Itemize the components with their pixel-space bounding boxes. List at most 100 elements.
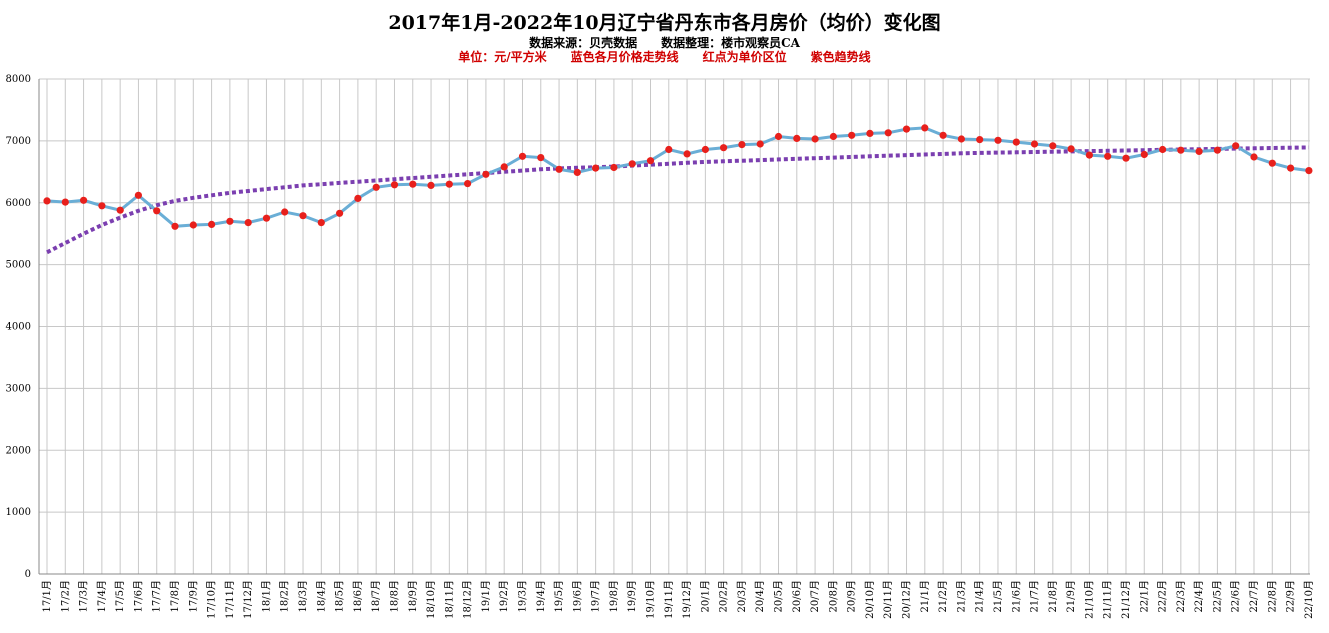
chart-note: 单位：元/平方米 蓝色各月价格走势线 红点为单价区位 紫色趋势线 <box>458 50 871 64</box>
price-point <box>610 163 618 172</box>
x-tick-label: 18/11月 <box>443 580 455 619</box>
chart-subtitle: 数据来源：贝壳数据 数据整理：楼市观察员CA <box>529 36 800 50</box>
price-point <box>262 214 271 222</box>
price-point <box>756 140 764 148</box>
price-point <box>61 198 69 206</box>
price-point <box>829 132 838 141</box>
price-point <box>555 165 563 173</box>
price-point <box>500 163 508 171</box>
x-tick-label: 21/7月 <box>1029 580 1041 612</box>
price-point <box>1268 159 1276 167</box>
price-point <box>354 194 362 202</box>
x-tick-label: 21/1月 <box>919 580 931 612</box>
chart-title: 2017年1月-2022年10月辽宁省丹东市各月房价（均价）变化图 <box>388 12 941 34</box>
x-tick-label: 18/3月 <box>297 580 309 612</box>
x-tick-label: 21/12月 <box>1120 580 1132 619</box>
price-point <box>1287 164 1295 172</box>
price-point <box>1195 147 1203 155</box>
x-tick-label: 20/1月 <box>699 580 711 612</box>
x-tick-label: 18/12月 <box>462 580 474 619</box>
price-point <box>1159 145 1167 154</box>
price-point <box>43 197 51 205</box>
price-point <box>1049 142 1057 150</box>
x-tick-label: 18/2月 <box>279 580 291 612</box>
price-point <box>372 183 380 191</box>
x-tick-label: 17/4月 <box>96 580 108 612</box>
price-point <box>116 206 124 214</box>
x-tick-label: 20/8月 <box>827 580 839 612</box>
price-point <box>336 209 344 217</box>
x-tick-label: 21/6月 <box>1010 580 1022 612</box>
price-point <box>1012 138 1020 146</box>
price-point <box>482 170 490 178</box>
price-point <box>720 144 728 152</box>
x-tick-label: 21/10月 <box>1083 580 1095 619</box>
price-point <box>976 136 984 144</box>
x-tick-label: 19/9月 <box>626 580 638 612</box>
price-point <box>208 220 216 228</box>
x-tick-label: 18/8月 <box>388 580 400 612</box>
x-tick-label: 17/1月 <box>41 580 53 612</box>
price-point <box>592 164 600 172</box>
x-tick-label: 20/9月 <box>846 580 858 612</box>
x-tick-label: 20/4月 <box>754 580 766 612</box>
x-tick-label: 21/3月 <box>955 580 967 612</box>
price-point <box>80 196 88 204</box>
price-point <box>1104 152 1112 160</box>
price-point <box>317 219 325 227</box>
x-tick-label: 18/10月 <box>425 580 437 619</box>
y-tick-label: 8000 <box>6 74 31 85</box>
x-tick-label: 20/7月 <box>809 580 821 612</box>
y-tick-label: 0 <box>25 569 31 580</box>
x-tick-label: 21/5月 <box>992 580 1004 612</box>
y-tick-label: 2000 <box>6 445 31 456</box>
price-point <box>299 212 307 220</box>
price-point <box>1140 150 1148 159</box>
x-tick-label: 17/12月 <box>242 580 254 619</box>
x-tick-label: 22/7月 <box>1248 580 1260 612</box>
price-point <box>189 221 197 229</box>
x-tick-label: 17/10月 <box>206 580 218 619</box>
x-tick-label: 19/6月 <box>571 580 583 612</box>
x-tick-label: 20/12月 <box>901 580 913 619</box>
x-tick-label: 18/1月 <box>260 580 272 612</box>
y-tick-label: 1000 <box>6 507 31 518</box>
price-point <box>409 180 417 188</box>
price-point <box>793 134 801 142</box>
x-tick-label: 22/1月 <box>1138 580 1150 612</box>
x-tick-label: 21/9月 <box>1065 580 1077 612</box>
price-point <box>1067 145 1075 153</box>
y-tick-label: 5000 <box>6 260 31 271</box>
price-point <box>153 207 161 215</box>
price-point <box>902 125 911 133</box>
x-tick-label: 19/2月 <box>498 580 510 612</box>
x-tick-label: 18/4月 <box>315 580 327 612</box>
x-tick-label: 19/11月 <box>663 580 675 619</box>
price-point <box>774 132 783 141</box>
y-tick-label: 3000 <box>6 383 31 394</box>
price-point <box>445 180 453 188</box>
price-point <box>537 154 545 162</box>
x-tick-label: 22/3月 <box>1175 580 1187 612</box>
x-tick-label: 22/5月 <box>1211 580 1223 612</box>
x-tick-label: 19/12月 <box>681 580 693 619</box>
price-point <box>1305 167 1313 175</box>
price-point <box>1177 146 1185 154</box>
price-point <box>1213 146 1221 154</box>
x-tick-label: 18/9月 <box>407 580 419 612</box>
x-tick-label: 22/6月 <box>1230 580 1242 612</box>
price-point <box>939 131 947 139</box>
x-tick-label: 20/11月 <box>882 580 894 619</box>
x-tick-label: 17/2月 <box>59 580 71 612</box>
price-point <box>518 152 527 160</box>
price-point <box>171 222 179 230</box>
x-tick-label: 19/1月 <box>480 580 492 612</box>
x-tick-label: 19/5月 <box>553 580 565 612</box>
x-tick-label: 22/10月 <box>1303 580 1315 619</box>
price-point <box>628 160 636 168</box>
price-point <box>464 180 472 188</box>
x-tick-label: 19/7月 <box>590 580 602 612</box>
x-tick-label: 17/6月 <box>132 580 144 612</box>
